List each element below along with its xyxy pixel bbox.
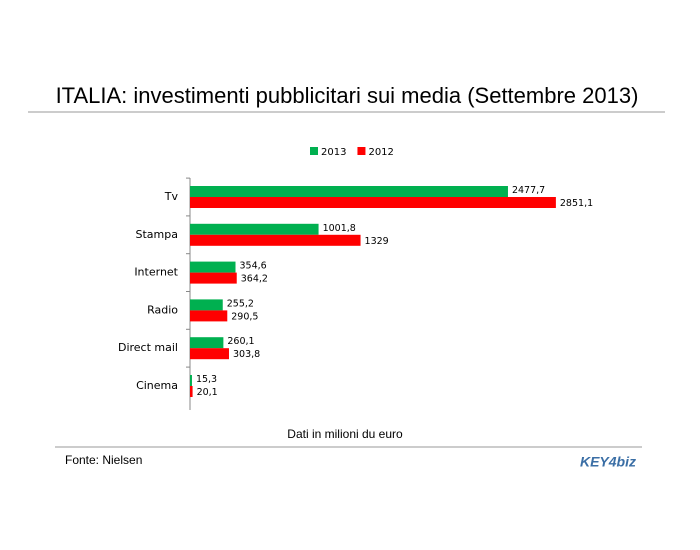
bar (190, 261, 236, 273)
bar (190, 197, 556, 208)
value-label: 2477,7 (512, 185, 545, 196)
bar (190, 223, 319, 235)
value-label: 20,1 (197, 387, 218, 398)
category-label: Tv (164, 190, 179, 203)
value-label: 15,3 (196, 374, 217, 385)
legend-swatch (357, 147, 366, 155)
legend-label: 2012 (368, 147, 393, 158)
bar (190, 337, 224, 349)
value-label: 260,1 (227, 336, 254, 347)
value-label: 2851,1 (560, 198, 593, 209)
value-label: 255,2 (227, 298, 254, 309)
category-label: Internet (134, 266, 178, 279)
category-label: Stampa (136, 228, 178, 241)
category-label: Radio (147, 303, 178, 316)
value-label: 1329 (365, 236, 389, 247)
bar (190, 348, 229, 360)
legend-swatch (310, 147, 318, 155)
bar (190, 310, 228, 322)
logo: KEY4biz (580, 454, 636, 470)
category-label: Direct mail (118, 341, 178, 354)
value-label: 303,8 (233, 349, 260, 360)
value-label: 1001,8 (323, 223, 356, 234)
value-label: 290,5 (231, 311, 258, 322)
bar (190, 386, 193, 397)
bar (190, 299, 223, 311)
source: Fonte: Nielsen (65, 453, 142, 467)
chart-title: ITALIA: investimenti pubblicitari sui me… (56, 83, 639, 108)
bar (190, 375, 192, 386)
x-axis-label: Dati in milioni du euro (287, 427, 403, 441)
category-label: Cinema (136, 379, 178, 392)
bar (190, 234, 361, 246)
bar (190, 186, 508, 197)
value-label: 354,6 (240, 261, 267, 272)
legend-label: 2013 (321, 147, 346, 158)
value-label: 364,2 (241, 274, 268, 285)
bar (190, 272, 237, 284)
